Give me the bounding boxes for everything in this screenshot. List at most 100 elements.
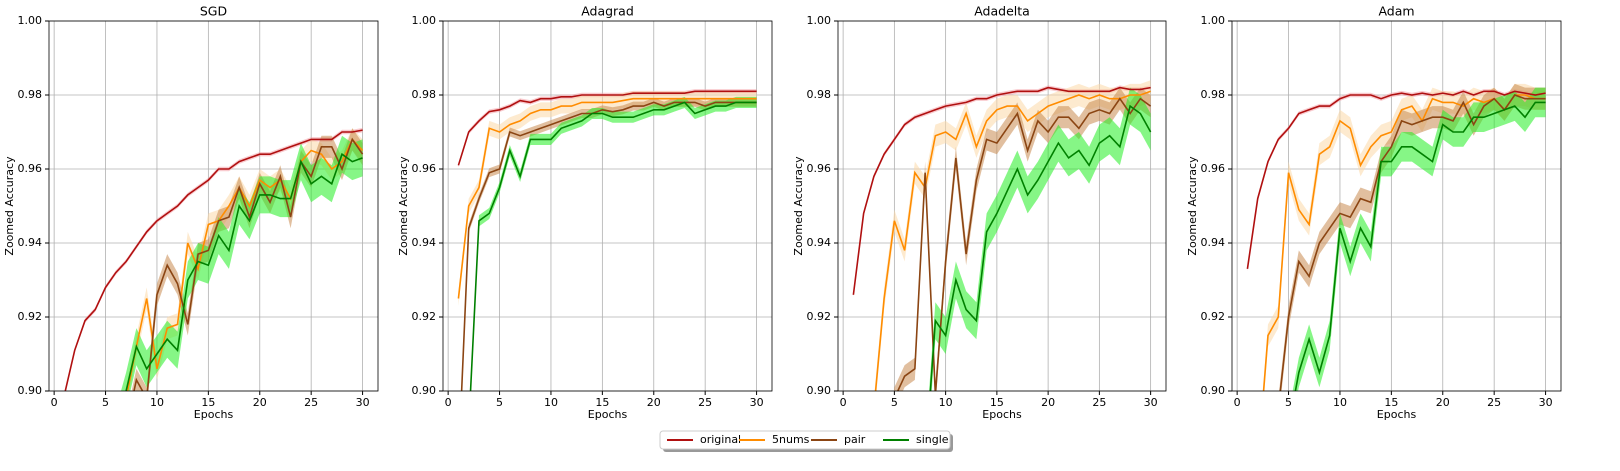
y-tick-label: 0.96	[807, 162, 832, 175]
x-tick-label: 25	[698, 396, 712, 409]
x-tick-label: 25	[1487, 396, 1501, 409]
x-axis-label: Epochs	[982, 408, 1022, 421]
y-tick-label: 0.90	[1201, 384, 1226, 397]
plot-area	[457, 89, 757, 391]
x-tick-label: 15	[595, 396, 609, 409]
y-tick-label: 0.98	[18, 88, 43, 101]
subplot: 0 5 10 15 20 25 30 0.90 0.92 0.94 0.96 0.98 1.00 Adad…	[792, 4, 1167, 421]
plot-area	[1246, 83, 1546, 391]
plot-area	[64, 127, 364, 391]
y-tick-label: 1.00	[1201, 14, 1226, 27]
x-tick-label: 20	[1041, 396, 1055, 409]
x-tick-label: 15	[1384, 396, 1398, 409]
x-tick-label: 20	[647, 396, 661, 409]
subplot-title: Adagrad	[581, 4, 634, 19]
y-axis-label: Zoomed Accuracy	[397, 156, 410, 256]
legend: original 5nums pair single	[659, 430, 953, 452]
y-tick-label: 0.92	[807, 310, 832, 323]
y-tick-label: 0.96	[18, 162, 43, 175]
subplot: 0 5 10 15 20 25 30 0.90 0.92 0.94 0.96 0.98 1.00 Adam…	[1186, 4, 1562, 421]
legend-box	[659, 430, 951, 450]
series-line	[1246, 90, 1546, 270]
series-line	[929, 104, 1152, 391]
x-tick-label: 30	[356, 396, 370, 409]
series-line	[133, 137, 364, 391]
x-tick-label: 10	[544, 396, 558, 409]
subplot-title: Adadelta	[974, 4, 1030, 19]
legend-label: single	[916, 433, 949, 446]
error-band	[929, 87, 1151, 391]
legend-label: 5nums	[772, 433, 810, 446]
series-line	[126, 137, 364, 391]
y-tick-label: 0.92	[18, 310, 43, 323]
series-line	[1279, 94, 1546, 391]
series-line	[874, 90, 1151, 391]
y-tick-label: 0.90	[807, 384, 832, 397]
x-axis-label: Epochs	[588, 408, 628, 421]
subplot: 0 5 10 15 20 25 30 0.90 0.92 0.94 0.96 0.98 1.00 SGD E…	[3, 4, 379, 421]
y-tick-label: 1.00	[807, 14, 832, 27]
y-tick-label: 0.94	[807, 236, 832, 249]
series-line	[469, 101, 757, 391]
x-axis-label: Epochs	[194, 408, 234, 421]
x-tick-label: 25	[304, 396, 318, 409]
series-line	[460, 101, 757, 391]
legend-label: pair	[844, 433, 866, 446]
plot-area	[852, 80, 1152, 391]
x-axis-label: Epochs	[1377, 408, 1417, 421]
axes-frame	[442, 20, 773, 392]
y-tick-label: 0.98	[412, 88, 437, 101]
y-tick-label: 0.98	[1201, 88, 1226, 101]
x-tick-label: 15	[201, 396, 215, 409]
y-axis-label: Zoomed Accuracy	[792, 156, 805, 256]
x-tick-label: 0	[1234, 396, 1241, 409]
x-tick-label: 20	[1436, 396, 1450, 409]
subplot: 0 5 10 15 20 25 30 0.90 0.92 0.94 0.96 0.98 1.00 Adag…	[397, 4, 773, 421]
y-tick-label: 0.94	[18, 236, 43, 249]
y-tick-label: 0.98	[807, 88, 832, 101]
subplot-title: Adam	[1378, 4, 1414, 19]
x-tick-label: 5	[496, 396, 503, 409]
x-tick-label: 30	[750, 396, 764, 409]
series-line	[125, 152, 363, 391]
axes-frame	[837, 20, 1167, 392]
y-tick-label: 0.96	[412, 162, 437, 175]
y-tick-label: 1.00	[412, 14, 437, 27]
axes-frame	[1231, 20, 1562, 392]
y-axis-label: Zoomed Accuracy	[1186, 156, 1199, 256]
series-line	[64, 129, 363, 391]
x-tick-label: 0	[840, 396, 847, 409]
y-axis-label: Zoomed Accuracy	[3, 156, 16, 256]
y-tick-label: 0.94	[412, 236, 437, 249]
series-line	[1294, 101, 1546, 391]
series-line	[896, 97, 1152, 391]
x-tick-label: 0	[445, 396, 452, 409]
series-line	[852, 86, 1151, 295]
x-tick-label: 30	[1144, 396, 1158, 409]
y-tick-label: 0.90	[412, 384, 437, 397]
x-tick-label: 10	[150, 396, 164, 409]
y-tick-label: 1.00	[18, 14, 43, 27]
x-tick-label: 10	[939, 396, 953, 409]
subplot-title: SGD	[200, 4, 227, 19]
x-tick-label: 5	[102, 396, 109, 409]
axes-frame	[48, 20, 379, 392]
series-line	[457, 97, 757, 299]
x-tick-label: 30	[1539, 396, 1553, 409]
y-tick-label: 0.96	[1201, 162, 1226, 175]
legend-label: original	[700, 433, 741, 446]
x-tick-label: 25	[1092, 396, 1106, 409]
x-tick-label: 5	[891, 396, 898, 409]
error-band	[458, 91, 757, 306]
series-line	[457, 90, 757, 166]
y-tick-label: 0.90	[18, 384, 43, 397]
y-tick-label: 0.94	[1201, 236, 1226, 249]
x-tick-label: 10	[1333, 396, 1347, 409]
y-tick-label: 0.92	[1201, 310, 1226, 323]
y-tick-label: 0.92	[412, 310, 437, 323]
x-tick-label: 15	[990, 396, 1004, 409]
x-tick-label: 0	[51, 396, 58, 409]
x-tick-label: 5	[1285, 396, 1292, 409]
x-tick-label: 20	[253, 396, 267, 409]
